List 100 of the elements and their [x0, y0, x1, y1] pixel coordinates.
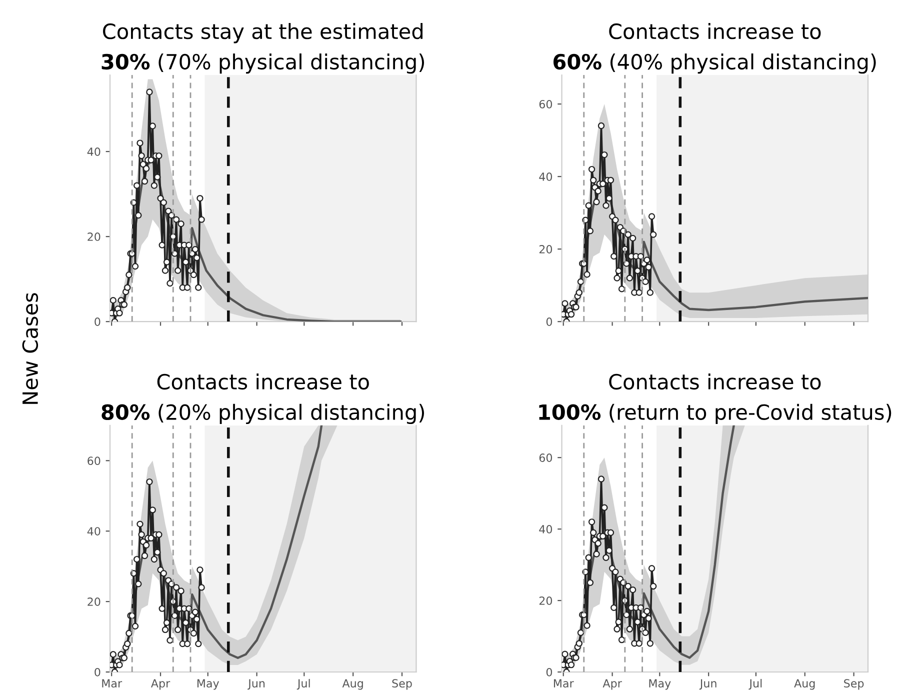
point	[601, 504, 608, 511]
point	[124, 284, 131, 291]
point	[593, 198, 600, 206]
point	[178, 588, 184, 594]
y-tick-label: 20	[88, 598, 100, 606]
point	[172, 216, 180, 223]
point	[193, 254, 200, 262]
y-tick-label: 20	[539, 596, 552, 605]
point	[146, 478, 153, 486]
point	[577, 629, 584, 636]
point	[629, 234, 636, 242]
point	[606, 547, 612, 554]
point	[562, 300, 568, 307]
point	[645, 264, 652, 271]
x-tick-label: Jun	[248, 679, 265, 690]
point	[585, 554, 592, 561]
point	[196, 566, 204, 574]
point	[576, 289, 582, 296]
x-tick-label: Aug	[342, 679, 363, 690]
point	[576, 640, 582, 647]
point	[135, 580, 142, 588]
point	[148, 156, 154, 164]
point	[110, 296, 116, 304]
point	[192, 246, 199, 253]
x-tick-label: Aug	[794, 679, 815, 690]
point	[610, 604, 618, 612]
point	[562, 650, 568, 658]
x-tick-label: Mar	[554, 679, 574, 688]
point	[154, 548, 161, 556]
point	[174, 626, 182, 634]
point	[193, 616, 200, 622]
point	[158, 242, 166, 248]
point	[166, 280, 174, 287]
point	[650, 582, 657, 590]
point	[154, 174, 161, 180]
point	[132, 622, 139, 630]
point	[648, 565, 656, 572]
x-tick-label: Jul	[296, 678, 310, 690]
point	[590, 529, 597, 536]
point	[170, 233, 176, 240]
x-tick-label: Jun	[699, 679, 716, 690]
point	[184, 284, 191, 291]
point	[135, 212, 142, 219]
point	[110, 651, 116, 658]
point	[650, 231, 657, 238]
point	[162, 267, 169, 274]
point	[607, 176, 614, 184]
point	[157, 194, 164, 202]
y-tick-label: 20	[539, 245, 552, 254]
y-tick-label: 0	[546, 668, 552, 676]
chart-title: Contacts stay at the estimated 30% (70% physical distancing)	[102, 23, 424, 74]
point	[588, 166, 596, 173]
point	[618, 636, 626, 644]
y-tick-label: 60	[88, 456, 100, 466]
point	[615, 618, 622, 626]
point	[637, 252, 644, 260]
y-tick-label: 60	[539, 100, 552, 108]
point	[593, 550, 600, 558]
point	[623, 611, 630, 618]
point	[140, 160, 146, 168]
point	[190, 271, 197, 278]
point	[585, 202, 592, 209]
point	[614, 626, 620, 632]
point	[626, 626, 633, 632]
y-tick-label: 40	[539, 172, 552, 181]
x-tick-label: May	[649, 679, 671, 690]
point	[610, 252, 618, 260]
point	[599, 532, 606, 540]
point	[142, 542, 150, 549]
point	[618, 286, 626, 292]
point	[156, 152, 162, 160]
point	[624, 582, 632, 590]
point	[162, 626, 169, 634]
y-tick-label: 40	[539, 525, 552, 534]
point	[163, 619, 170, 626]
point	[624, 231, 632, 238]
point	[146, 88, 153, 96]
point	[629, 586, 636, 594]
y-tick-label: 60	[539, 454, 552, 462]
point	[134, 182, 140, 189]
y-tick-label: 0	[94, 668, 100, 676]
point	[136, 140, 144, 146]
point	[126, 271, 132, 278]
point	[644, 256, 650, 264]
point	[149, 506, 156, 514]
point	[172, 584, 180, 591]
point	[626, 274, 633, 282]
point	[586, 228, 594, 234]
point	[132, 262, 139, 270]
y-tick-label: 40	[87, 148, 100, 156]
point	[648, 213, 656, 220]
point	[150, 182, 158, 189]
point	[178, 220, 184, 228]
point	[198, 216, 205, 223]
point	[138, 152, 145, 160]
point	[614, 274, 620, 282]
point	[586, 579, 594, 586]
point	[588, 518, 596, 526]
point	[174, 267, 182, 274]
point	[568, 311, 575, 318]
